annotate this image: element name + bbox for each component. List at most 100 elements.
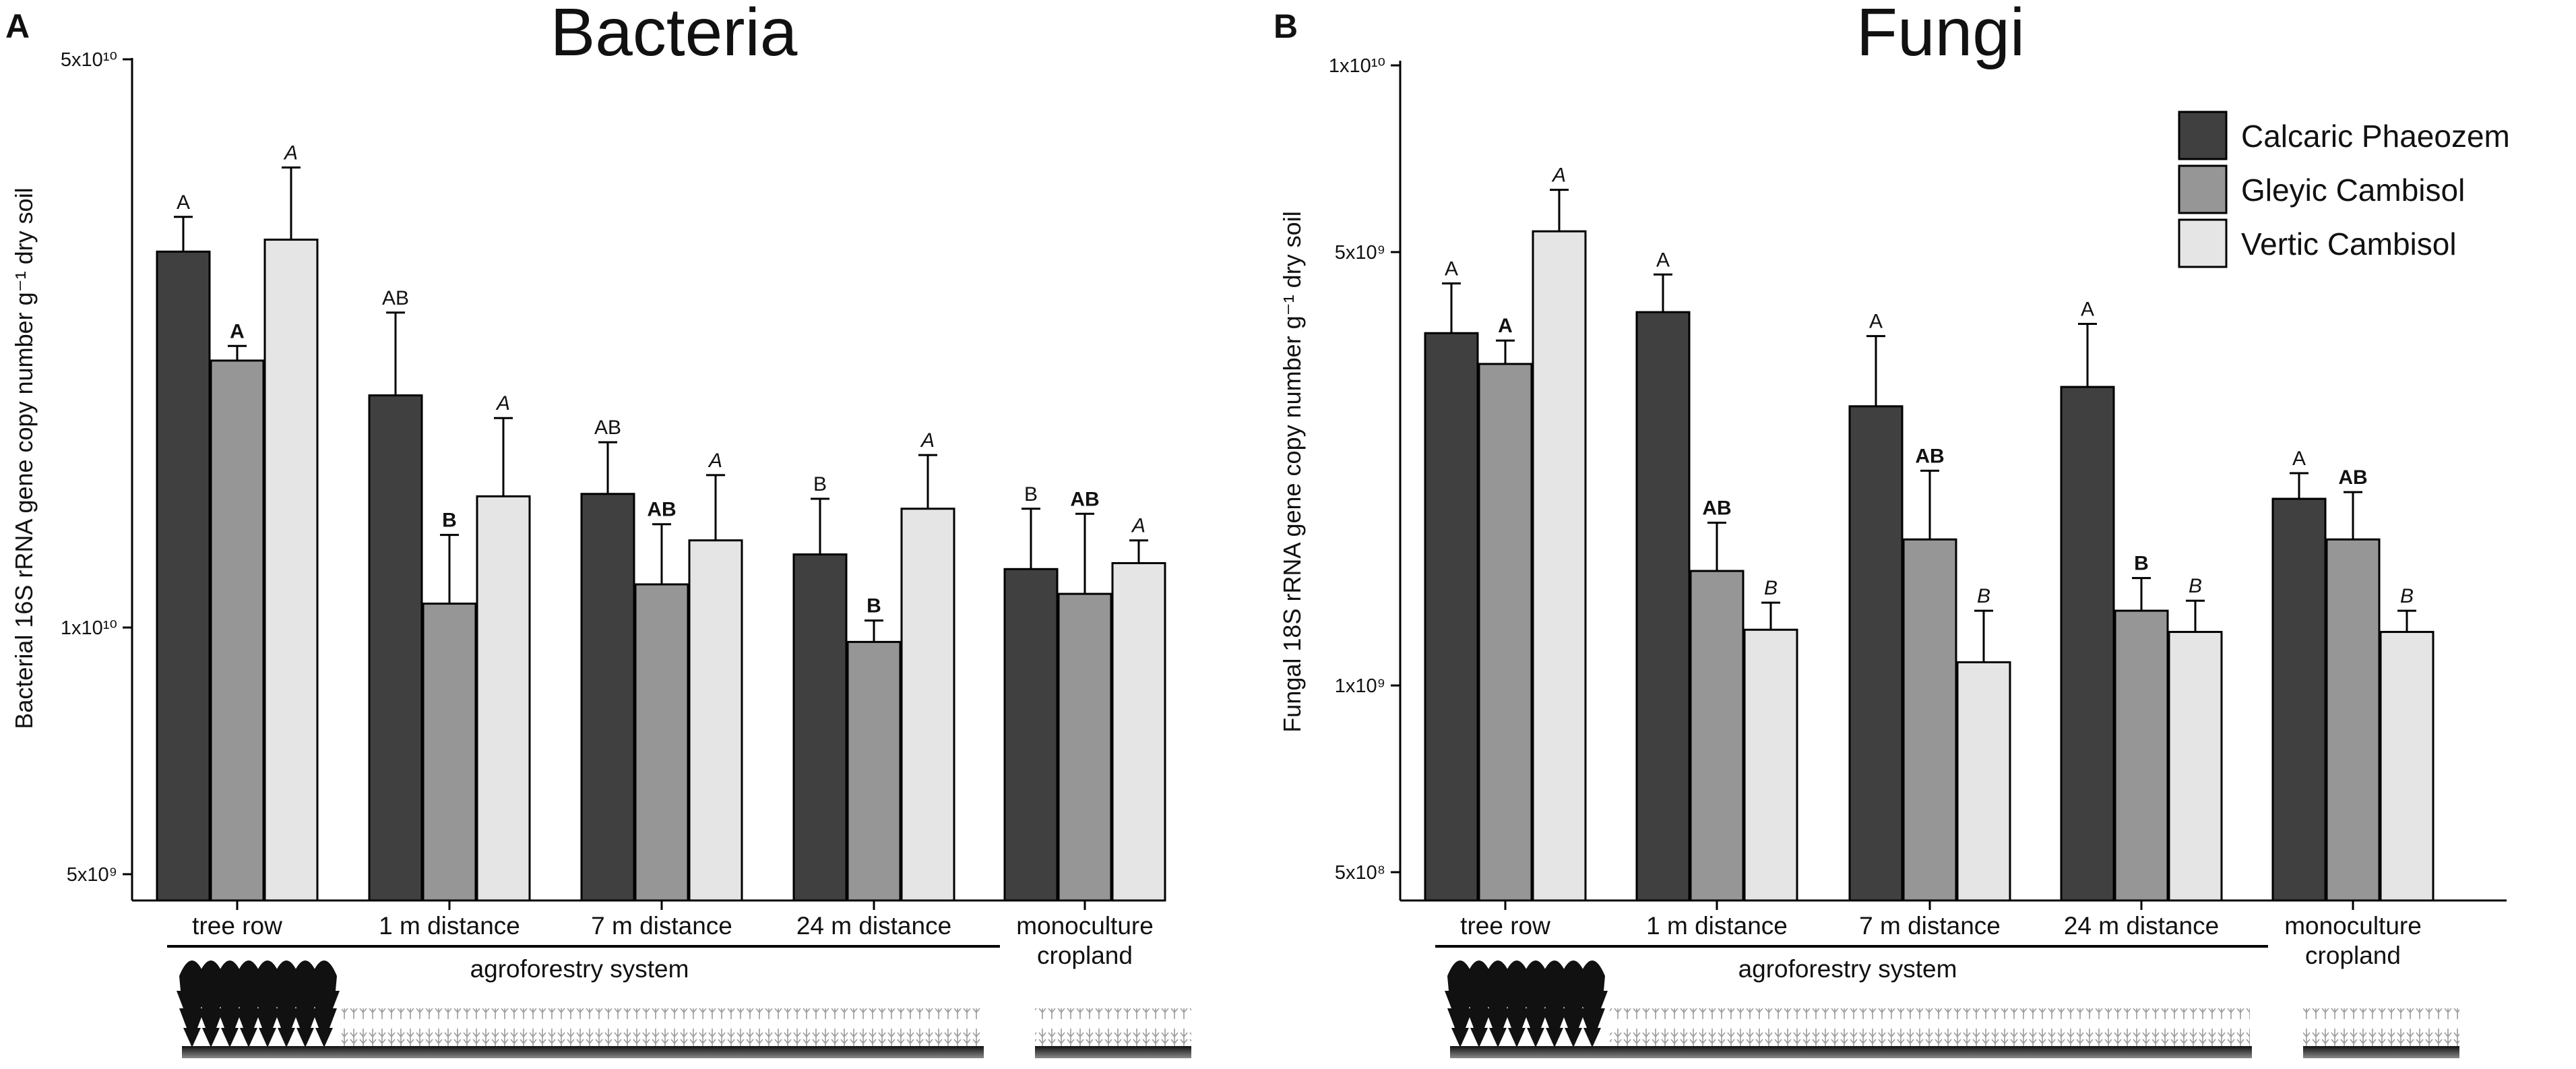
significance-letter: AB xyxy=(1070,488,1099,510)
bar xyxy=(156,250,211,902)
x-category-label: 1 m distance xyxy=(1646,912,1788,940)
y-axis-label: Fungal 18S rRNA gene copy number g⁻¹ dry… xyxy=(1278,211,1306,732)
error-bar xyxy=(1974,609,1993,663)
x-category-label: monoculture xyxy=(2284,912,2422,940)
legend: Calcaric Phaeozem Gleyic Cambisol Vertic… xyxy=(2178,111,2510,268)
x-category-label: monoculture xyxy=(1016,912,1154,940)
significance-letter: AB xyxy=(2338,466,2367,489)
significance-letter: A xyxy=(1869,311,1883,333)
y-tick-label: 5x10⁹ xyxy=(67,864,117,886)
y-axis-label: Bacterial 16S rRNA gene copy number g⁻¹ … xyxy=(10,187,38,729)
error-bar xyxy=(228,344,247,361)
legend-swatch xyxy=(2178,111,2228,160)
significance-letter: A xyxy=(2081,298,2094,320)
agroforestry-illustration xyxy=(1445,960,2252,1058)
bar xyxy=(688,539,743,902)
significance-letter: A xyxy=(2292,448,2306,470)
bar xyxy=(263,239,319,902)
error-bar xyxy=(386,311,405,396)
error-bar xyxy=(494,417,513,497)
bar xyxy=(1424,332,1479,902)
error-bar xyxy=(2344,491,2362,540)
significance-letter: A xyxy=(1131,515,1145,537)
significance-letter: A xyxy=(283,142,298,164)
x-category-label: cropland xyxy=(2305,942,2401,969)
y-tick-label: 1x10¹⁰ xyxy=(61,617,117,639)
bar xyxy=(846,640,902,902)
y-tick-label: 5x10¹⁰ xyxy=(61,49,117,71)
tree-row-icon xyxy=(177,960,340,1047)
bar xyxy=(1956,661,2011,902)
x-category-label: cropland xyxy=(1037,942,1133,969)
cropland-illustration xyxy=(2303,1008,2459,1058)
significance-letter: B xyxy=(1977,585,1990,607)
error-bar xyxy=(2290,472,2308,499)
y-tick-label: 1x10⁹ xyxy=(1335,675,1385,697)
bar xyxy=(2271,497,2327,902)
y-tick-label: 1x10¹⁰ xyxy=(1329,55,1385,77)
bar xyxy=(476,495,531,902)
significance-letter: B xyxy=(442,510,457,532)
error-bar xyxy=(1075,512,1094,594)
significance-letter: A xyxy=(177,191,190,214)
bar xyxy=(1111,562,1166,902)
chart-title: Fungi xyxy=(1856,0,2025,70)
agroforestry-label: agroforestry system xyxy=(470,955,689,983)
error-bar xyxy=(811,497,829,555)
chart-title: Bacteria xyxy=(551,0,798,70)
significance-letter: B xyxy=(1764,577,1778,599)
bar xyxy=(2060,386,2115,902)
ground-icon xyxy=(1035,1046,1191,1058)
error-bar xyxy=(1866,335,1885,406)
error-bar xyxy=(1496,339,1515,364)
bar xyxy=(2168,631,2223,902)
error-bar xyxy=(1654,273,1672,313)
error-bar xyxy=(865,619,883,642)
x-category-label: tree row xyxy=(192,912,282,940)
bar xyxy=(1848,405,1904,902)
significance-letter: A xyxy=(1656,249,1670,271)
significance-letter: A xyxy=(1498,315,1513,337)
significance-letter: A xyxy=(1551,164,1566,187)
error-bar xyxy=(1442,282,1461,334)
significance-letter: AB xyxy=(647,499,676,521)
significance-letter: B xyxy=(2134,553,2149,575)
bar xyxy=(792,553,848,902)
bar xyxy=(1057,592,1112,902)
error-bar xyxy=(1022,508,1040,570)
legend-swatch xyxy=(2178,218,2228,268)
crop-field-icon xyxy=(1035,1008,1191,1046)
error-bar xyxy=(598,441,617,494)
error-bar xyxy=(2078,322,2097,388)
panel-fungi: B Fungi Fungal 18S rRNA gene copy number… xyxy=(1274,0,2510,1058)
x-category-label: tree row xyxy=(1460,912,1550,940)
bar xyxy=(580,493,635,902)
significance-letter: A xyxy=(495,392,510,415)
crop-field-icon xyxy=(342,1008,982,1046)
significance-letter: B xyxy=(867,595,881,617)
bar xyxy=(210,359,265,902)
significance-letter: A xyxy=(230,320,245,342)
bar xyxy=(1635,311,1691,902)
bar xyxy=(1003,568,1059,902)
x-category-label: 24 m distance xyxy=(2064,912,2219,940)
crop-field-icon xyxy=(2303,1008,2459,1046)
bar xyxy=(1478,363,1533,902)
error-bar xyxy=(440,534,459,604)
significance-letter: AB xyxy=(1915,445,1944,467)
y-tick-label: 5x10⁸ xyxy=(1335,862,1385,884)
significance-letter: A xyxy=(920,429,935,452)
error-bar xyxy=(1761,601,1780,630)
error-bar xyxy=(1550,189,1569,232)
error-bar xyxy=(1920,469,1939,540)
x-category-label: 1 m distance xyxy=(379,912,520,940)
significance-letter: AB xyxy=(382,287,409,309)
error-bar xyxy=(2186,599,2205,632)
tree-row-icon xyxy=(1445,960,1608,1047)
significance-letter: B xyxy=(1024,483,1038,506)
bar xyxy=(634,583,689,902)
cropland-illustration xyxy=(1035,1008,1191,1058)
bar xyxy=(2325,538,2381,902)
ground-icon xyxy=(182,1046,984,1058)
